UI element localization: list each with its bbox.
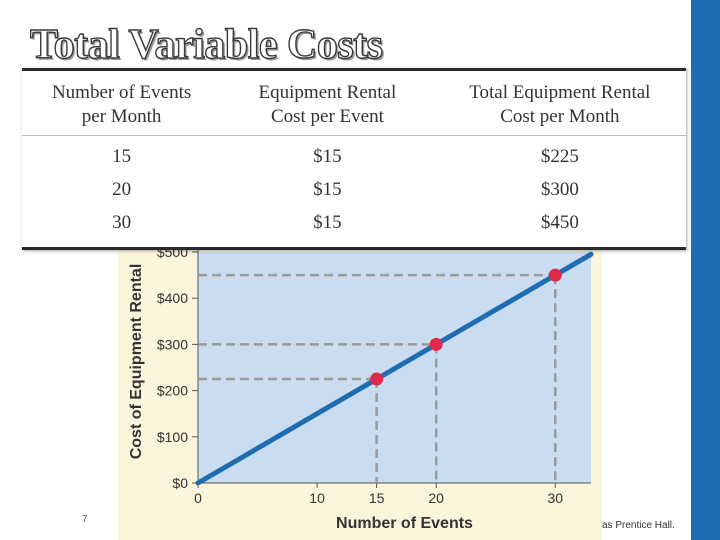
y-tick-label: $400 (157, 290, 188, 306)
table-row: 30 $15 $450 (22, 206, 686, 239)
y-tick-label: $200 (157, 383, 188, 399)
table-cell: $15 (313, 211, 342, 233)
table-row: 15 $15 $225 (22, 136, 686, 174)
table-row: 20 $15 $300 (22, 173, 686, 206)
y-tick-label: $100 (157, 429, 188, 445)
header-line: Cost per Event (270, 106, 384, 127)
table-cell: 30 (112, 211, 132, 233)
header-cost-per-event: Equipment Rental Cost per Event (221, 71, 434, 136)
data-point (429, 337, 443, 351)
cost-table-grid: Number of Events per Month Equipment Ren… (22, 71, 686, 239)
header-line: Cost per Month (500, 106, 620, 127)
header-events-per-month: Number of Events per Month (22, 71, 222, 136)
header-total-cost-per-month: Total Equipment Rental Cost per Month (433, 71, 686, 136)
table-cell: $15 (313, 145, 342, 167)
y-tick-label: $0 (172, 475, 188, 491)
x-axis-title: Number of Events (336, 515, 473, 532)
series-line (195, 251, 594, 486)
cost-table: Number of Events per Month Equipment Ren… (22, 68, 686, 250)
table-cell: $300 (540, 178, 579, 200)
table-cell: $225 (540, 145, 579, 167)
y-axis-title: Cost of Equipment Rental (128, 264, 145, 460)
x-tick-label: 10 (309, 490, 325, 506)
header-line: Equipment Rental (258, 82, 397, 103)
table-cell: $15 (313, 178, 342, 200)
header-line: Number of Events (51, 82, 192, 103)
table-cell: $450 (540, 211, 579, 233)
x-tick-label: 0 (194, 490, 202, 506)
x-tick-label: 15 (369, 490, 385, 506)
header-line: per Month (81, 106, 162, 127)
chart-panel: $0 $100 $200 $300 $400 $500 0 10 15 20 30 Number of… (118, 236, 602, 540)
y-tick-label: $300 (157, 336, 188, 352)
data-point (370, 372, 384, 386)
table-header-row: Number of Events per Month Equipment Ren… (22, 71, 686, 136)
x-tick-label: 20 (428, 490, 444, 506)
x-tick-label: 30 (547, 490, 563, 506)
data-point (548, 268, 562, 282)
table-cell: 20 (112, 178, 132, 200)
header-line: Total Equipment Rental (469, 82, 651, 103)
table-cell: 15 (112, 145, 132, 167)
slide-title: Total Variable Costs (29, 22, 383, 68)
publisher-credit: as Prentice Hall. (602, 520, 675, 531)
accent-bar (691, 0, 720, 540)
page-number: 7 (82, 514, 88, 525)
